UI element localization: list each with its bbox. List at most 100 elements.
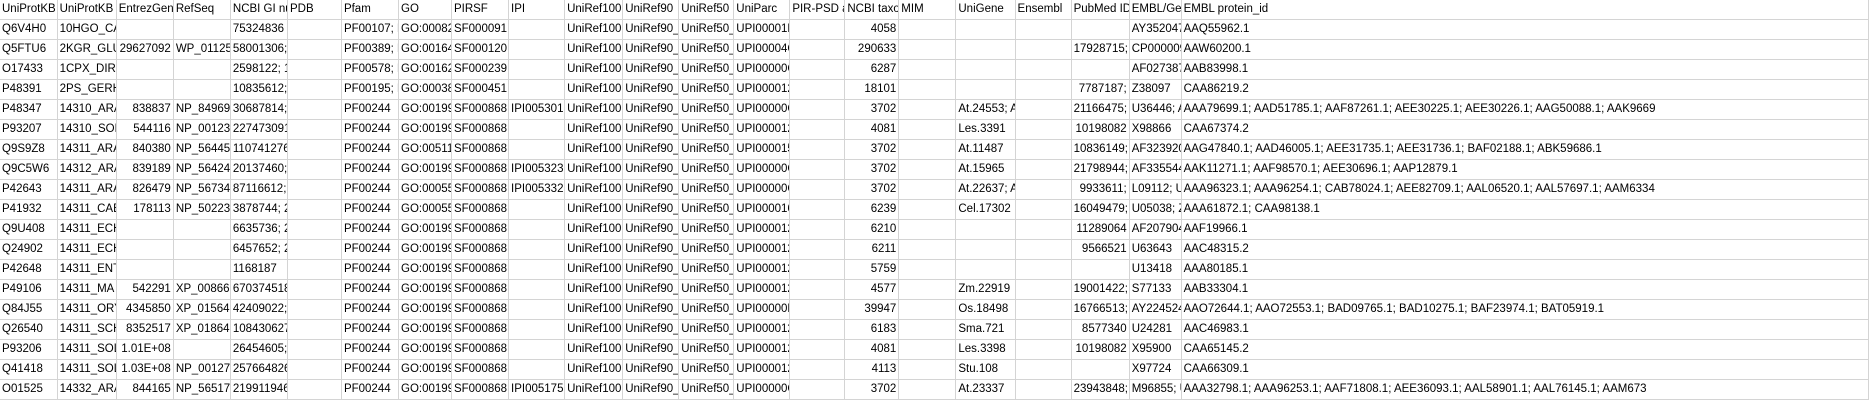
cell[interactable]: 670374518; 26235993 bbox=[230, 279, 288, 300]
cell[interactable]: Stu.108 bbox=[955, 359, 1016, 380]
cell[interactable] bbox=[116, 79, 174, 100]
cell[interactable]: UniRef90_ bbox=[622, 379, 680, 400]
cell[interactable]: SF000868 bbox=[451, 299, 510, 320]
cell[interactable]: UniRef100 bbox=[564, 179, 624, 200]
cell[interactable]: GO:001990 bbox=[398, 279, 452, 300]
cell[interactable]: SF000868 bbox=[451, 119, 510, 140]
cell[interactable]: 10HGO_CATRO bbox=[57, 19, 117, 40]
cell[interactable] bbox=[508, 319, 566, 340]
cell[interactable]: PF00107; F bbox=[341, 19, 400, 40]
cell[interactable]: P49106 bbox=[0, 279, 58, 300]
cell[interactable]: SF000868 bbox=[451, 199, 510, 220]
cell[interactable]: 39947 bbox=[844, 299, 900, 320]
cell[interactable] bbox=[508, 39, 566, 60]
cell[interactable]: UPI00000C F86391 bbox=[733, 159, 791, 180]
cell[interactable]: NP_56517 bbox=[173, 379, 231, 400]
cell[interactable] bbox=[1015, 39, 1072, 60]
column-header[interactable]: RefSeq bbox=[173, 0, 231, 20]
cell[interactable]: XP_00866 bbox=[173, 279, 231, 300]
cell[interactable]: UniRef50_ bbox=[678, 319, 735, 340]
cell[interactable]: SF000868 bbox=[451, 139, 510, 160]
column-header[interactable]: MIM bbox=[898, 0, 957, 20]
cell[interactable]: GO:000551 bbox=[398, 179, 452, 200]
cell[interactable] bbox=[508, 119, 566, 140]
cell[interactable]: AAB83998.1 bbox=[1181, 59, 1869, 80]
cell[interactable]: 42409022; 42408588; bbox=[230, 299, 288, 320]
cell[interactable]: Q6V4H0 bbox=[0, 19, 58, 40]
cell[interactable] bbox=[508, 339, 566, 360]
cell[interactable]: CAA86219.2 bbox=[1181, 79, 1869, 100]
column-header[interactable]: EMBL protein_id bbox=[1181, 0, 1869, 20]
cell[interactable]: 9566521 bbox=[1071, 239, 1130, 260]
cell[interactable]: UniRef100 bbox=[564, 339, 624, 360]
cell[interactable]: CAA67374.2 bbox=[1181, 119, 1869, 140]
cell[interactable]: SF000868 bbox=[451, 159, 510, 180]
cell[interactable]: IPI005323 bbox=[508, 159, 566, 180]
cell[interactable]: UPI00004C445A bbox=[733, 39, 791, 60]
cell[interactable]: UniRef100 bbox=[564, 319, 624, 340]
cell[interactable]: 58001306; 81672725; bbox=[230, 39, 288, 60]
cell[interactable]: Les.3391 bbox=[955, 119, 1016, 140]
cell[interactable] bbox=[287, 39, 342, 60]
cell[interactable]: UPI000012 T07385 bbox=[733, 119, 791, 140]
cell[interactable]: SF000120 bbox=[451, 39, 510, 60]
cell[interactable]: NP_56424 bbox=[173, 159, 231, 180]
cell[interactable]: CAA65145.2 bbox=[1181, 339, 1869, 360]
cell[interactable]: PF00244 bbox=[341, 99, 400, 120]
cell[interactable]: SF000868 bbox=[451, 259, 510, 280]
cell[interactable]: SF000868 bbox=[451, 319, 510, 340]
cell[interactable]: 290633 bbox=[844, 39, 900, 60]
cell[interactable] bbox=[1015, 259, 1072, 280]
cell[interactable]: PF00244 bbox=[341, 119, 400, 140]
cell[interactable]: At.23337 bbox=[955, 379, 1016, 400]
cell[interactable]: Q9C5W6 bbox=[0, 159, 58, 180]
cell[interactable] bbox=[508, 139, 566, 160]
cell[interactable]: PF00195; F bbox=[341, 79, 400, 100]
cell[interactable]: O01525 bbox=[0, 379, 58, 400]
cell[interactable]: 227473091; 35053980 bbox=[230, 119, 288, 140]
cell[interactable]: IPI005332 bbox=[508, 179, 566, 200]
cell[interactable]: 14311_ECHGR bbox=[57, 219, 117, 240]
cell[interactable] bbox=[1015, 299, 1072, 320]
cell[interactable]: UPI0000124DC5 bbox=[733, 219, 791, 240]
cell[interactable]: GO:001990 bbox=[398, 319, 452, 340]
cell[interactable] bbox=[287, 119, 342, 140]
cell[interactable]: NP_00127 bbox=[173, 359, 231, 380]
cell[interactable]: SF000239 bbox=[451, 59, 510, 80]
cell[interactable] bbox=[508, 359, 566, 380]
cell[interactable]: WP_01125 bbox=[173, 39, 231, 60]
cell[interactable]: 1084306276; 3023193 bbox=[230, 319, 288, 340]
cell[interactable]: UniRef50_ bbox=[678, 299, 735, 320]
cell[interactable] bbox=[1015, 219, 1072, 240]
cell[interactable] bbox=[508, 239, 566, 260]
cell[interactable] bbox=[898, 159, 957, 180]
cell[interactable] bbox=[508, 259, 566, 280]
cell[interactable]: 1168187 bbox=[230, 259, 288, 280]
cell[interactable]: UPI0000124DC7 bbox=[733, 259, 791, 280]
cell[interactable]: UniRef90_ bbox=[622, 259, 680, 280]
cell[interactable] bbox=[955, 39, 1016, 60]
cell[interactable]: 1.03E+08 bbox=[116, 359, 174, 380]
cell[interactable]: 14311_SCH bbox=[57, 319, 117, 340]
cell[interactable] bbox=[898, 59, 957, 80]
cell[interactable] bbox=[173, 219, 231, 240]
cell[interactable]: 840380 bbox=[116, 139, 174, 160]
cell[interactable]: 3702 bbox=[844, 99, 900, 120]
cell[interactable] bbox=[1015, 199, 1072, 220]
cell[interactable] bbox=[1071, 59, 1130, 80]
cell[interactable]: 14311_SOL bbox=[57, 359, 117, 380]
cell[interactable]: 16049479; bbox=[1071, 199, 1130, 220]
cell[interactable]: Les.3398 bbox=[955, 339, 1016, 360]
cell[interactable]: XP_01564 bbox=[173, 299, 231, 320]
cell[interactable] bbox=[287, 379, 342, 400]
cell[interactable] bbox=[116, 19, 174, 40]
cell[interactable] bbox=[898, 239, 957, 260]
cell[interactable]: UniRef50_ bbox=[678, 139, 735, 160]
cell[interactable]: NP_84969 bbox=[173, 99, 231, 120]
cell[interactable]: GO:001990 bbox=[398, 379, 452, 400]
cell[interactable]: AAK11271.1; AAF98570.1; AEE30696.1; AAP1… bbox=[1181, 159, 1869, 180]
cell[interactable]: Q9S9Z8 bbox=[0, 139, 58, 160]
cell[interactable]: 178113 bbox=[116, 199, 174, 220]
cell[interactable]: UniRef100 bbox=[564, 219, 624, 240]
cell[interactable]: U13418 bbox=[1129, 259, 1182, 280]
